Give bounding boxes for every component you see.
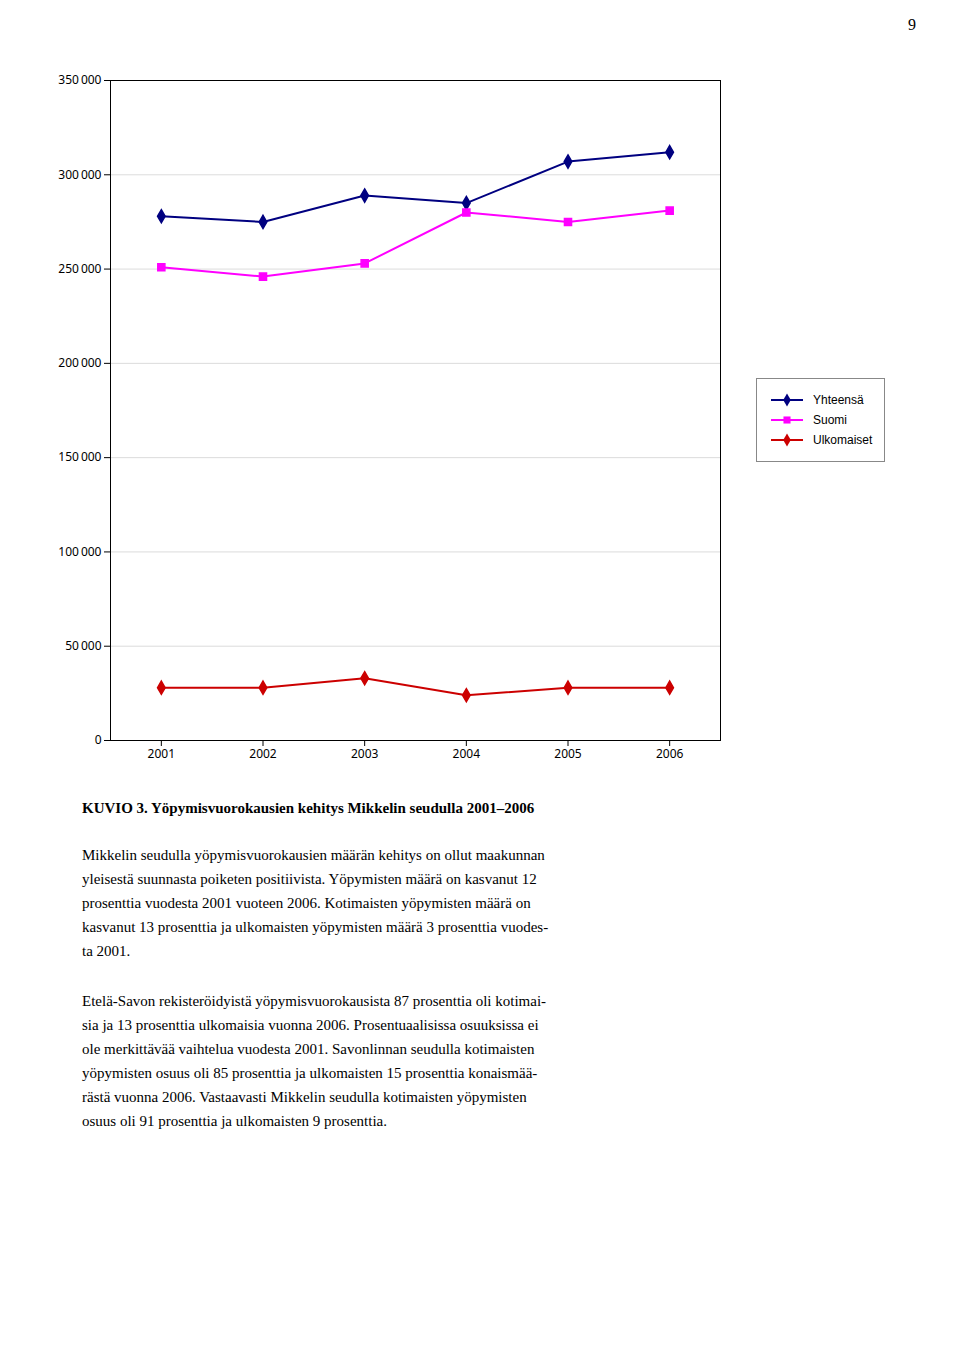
svg-text:2005: 2005 [554, 745, 582, 762]
html-text:yleisestä suunnasta poiketen p: yleisestä suunnasta poiketen positiivist… [82, 871, 537, 887]
svg-text:150 000: 150 000 [58, 448, 101, 465]
html-text:Suomi: Suomi [813, 413, 847, 427]
html-text:sia ja 13 prosenttia ulkomaisi: sia ja 13 prosenttia ulkomaisia vuonna 2… [82, 1017, 539, 1033]
html-text:ta 2001.: ta 2001. [82, 943, 131, 959]
html-text:KUVIO 3. Yöpymisvuorokausien k: KUVIO 3. Yöpymisvuorokausien kehitys Mik… [82, 800, 535, 816]
html-text:9: 9 [908, 16, 916, 33]
html-text:Etelä-Savon rekisteröidyistä y: Etelä-Savon rekisteröidyistä yöpymisvuor… [82, 993, 547, 1009]
svg-text:200 000: 200 000 [58, 354, 101, 371]
html-text:Ulkomaiset: Ulkomaiset [813, 433, 873, 447]
svg-text:2003: 2003 [351, 745, 379, 762]
svg-text:300 000: 300 000 [58, 166, 101, 183]
svg-text:2001: 2001 [148, 745, 175, 762]
html-text:kasvanut 13 prosenttia ja ulko: kasvanut 13 prosenttia ja ulkomaisten yö… [82, 919, 549, 935]
svg-text:0: 0 [95, 731, 102, 748]
html-text:prosenttia vuodesta 2001 vuote: prosenttia vuodesta 2001 vuoteen 2006. K… [82, 895, 531, 911]
svg-text:2002: 2002 [249, 745, 277, 762]
html-text:Mikkelin seudulla yöpymisvuoro: Mikkelin seudulla yöpymisvuorokausien mä… [82, 847, 545, 863]
html-text:rästä vuonna 2006. Vastaavasti: rästä vuonna 2006. Vastaavasti Mikkelin … [82, 1089, 527, 1105]
svg-text:2006: 2006 [656, 745, 684, 762]
html-text:Yhteensä: Yhteensä [813, 393, 864, 407]
html-text:osuus oli 91 prosenttia ja ulk: osuus oli 91 prosenttia ja ulkomaisten 9… [82, 1113, 387, 1129]
svg-text:350 000: 350 000 [58, 71, 101, 88]
svg-text:50 000: 50 000 [65, 637, 101, 654]
html-text:yöpymisten osuus oli 85 prosen: yöpymisten osuus oli 85 prosenttia ja ul… [82, 1065, 538, 1081]
svg-text:250 000: 250 000 [58, 260, 101, 277]
svg-text:2004: 2004 [453, 745, 481, 762]
svg-text:100 000: 100 000 [58, 543, 101, 560]
html-text:ole merkittävää vaihtelua vuod: ole merkittävää vaihtelua vuodesta 2001.… [82, 1041, 535, 1057]
